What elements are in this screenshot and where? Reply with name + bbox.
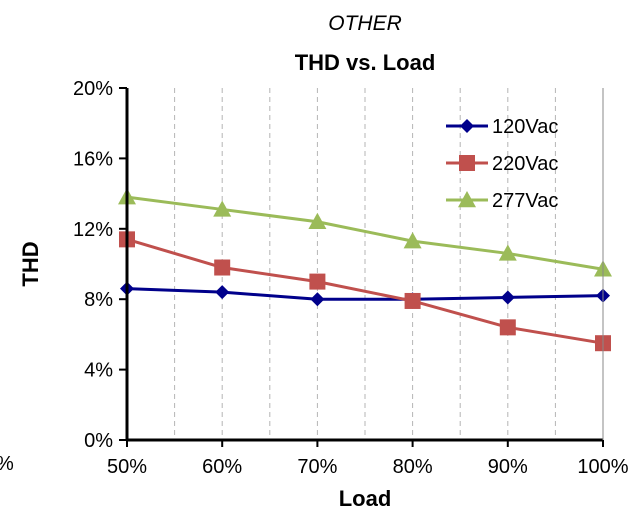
legend-label-277vac: 277Vac — [492, 190, 558, 212]
data-point-277vac — [498, 244, 517, 261]
legend-label-120vac: 120Vac — [492, 116, 558, 138]
grid-lines — [174, 88, 556, 440]
series-line-120vac — [126, 287, 604, 301]
data-point-220vac — [309, 273, 326, 290]
x-tick-label: 100% — [577, 456, 628, 478]
chart-legend: 120Vac 220Vac 277Vac — [446, 116, 558, 212]
legend-marker-220vac — [459, 155, 475, 171]
y-axis-label: THD — [18, 241, 43, 286]
x-tick-label: 50% — [107, 456, 147, 478]
data-point-277vac — [213, 200, 232, 217]
x-tick-label: 70% — [297, 456, 337, 478]
legend-marker-120vac — [460, 119, 474, 133]
data-point-120vac — [500, 290, 515, 305]
legend-label-220vac: 220Vac — [492, 153, 558, 175]
data-point-220vac — [214, 259, 231, 276]
legend-marker-277vac — [458, 191, 476, 208]
y-tick-label: 0% — [84, 430, 113, 452]
y-tick-label: 20% — [73, 78, 113, 100]
x-axis-label: Load — [339, 486, 392, 511]
data-point-120vac — [310, 292, 325, 307]
y-tick-label: 12% — [73, 219, 113, 241]
clipped-left-label: % — [0, 453, 14, 475]
chart-supertitle: OTHER — [328, 12, 402, 35]
x-tick-label: 90% — [488, 456, 528, 478]
series-markers — [118, 188, 612, 352]
y-tick-label: 8% — [84, 289, 113, 311]
y-tick-label: 4% — [84, 360, 113, 382]
y-axis-ticks: 0% 4% 8% 12% 16% 20% — [73, 78, 127, 452]
x-tick-label: 80% — [393, 456, 433, 478]
data-point-277vac — [308, 212, 327, 229]
data-point-277vac — [403, 232, 422, 249]
series-line-277vac — [126, 195, 604, 271]
x-tick-label: 60% — [202, 456, 242, 478]
chart-title: THD vs. Load — [295, 50, 436, 75]
data-point-220vac — [404, 292, 421, 309]
series-lines — [126, 195, 604, 345]
data-point-120vac — [215, 285, 230, 300]
x-axis-ticks: 50% 60% 70% 80% 90% 100% — [107, 440, 629, 478]
series-line-220vac — [126, 237, 604, 345]
data-point-220vac — [499, 319, 516, 336]
y-tick-label: 16% — [73, 148, 113, 170]
